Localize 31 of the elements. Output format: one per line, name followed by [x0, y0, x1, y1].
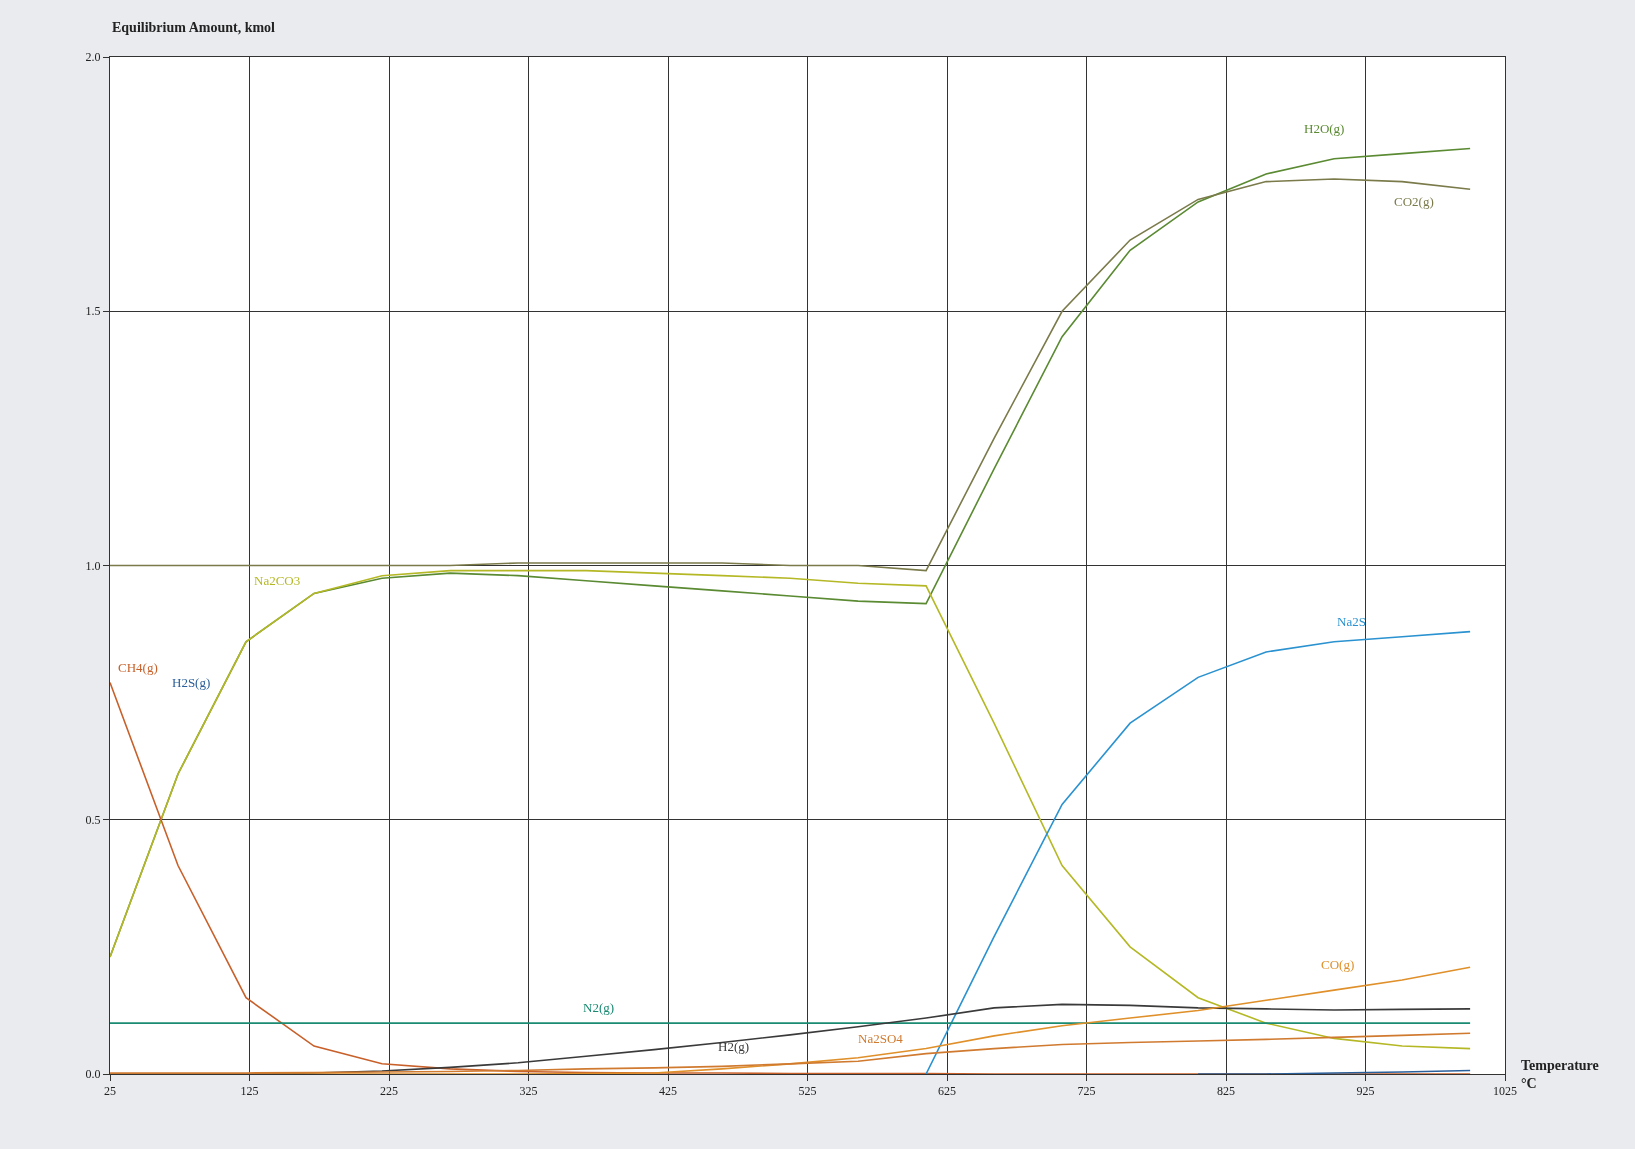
line-series — [925, 630, 1471, 1074]
x-tick-label: 225 — [380, 1084, 398, 1099]
x-tick-label: 125 — [240, 1084, 259, 1099]
x-axis-title: Temperature °C — [1521, 1058, 1599, 1092]
y-tick-label: 0.5 — [85, 812, 101, 827]
y-tick-label: 1.0 — [85, 558, 101, 573]
y-tick-label: 2.0 — [85, 50, 101, 65]
series-label: CO2(g) — [1394, 194, 1434, 209]
series-label: CH4(g) — [118, 660, 158, 675]
y-tick-label: 1.5 — [85, 304, 101, 319]
text: H2S(g) — [172, 675, 211, 690]
series-label: H2O(g) — [1304, 121, 1345, 136]
series-label: Na2CO3 — [254, 573, 301, 588]
series-label: Na2SO4 — [858, 1031, 904, 1046]
x-tick-label: 525 — [798, 1084, 817, 1099]
x-tick-label: 425 — [659, 1084, 677, 1099]
x-tick-label: 625 — [938, 1084, 956, 1099]
line-series — [110, 1032, 1471, 1074]
series-label: H2(g) — [718, 1039, 750, 1054]
x-tick-label: 1025 — [1493, 1084, 1517, 1099]
y-tick-label: 0.0 — [85, 1067, 101, 1082]
x-tick-label: 25 — [104, 1084, 116, 1099]
x-tick-label: 325 — [519, 1084, 538, 1099]
x-tick-label: 725 — [1077, 1084, 1096, 1099]
series-label: CO(g) — [1321, 957, 1355, 972]
series-label: Na2S — [1337, 614, 1366, 629]
line-series — [110, 178, 1471, 572]
x-tick-label: 825 — [1217, 1084, 1235, 1099]
x-tick-label: 925 — [1356, 1084, 1375, 1099]
y-axis-title: Equilibrium Amount, kmol — [112, 20, 276, 35]
series-label: N2(g) — [583, 1000, 615, 1015]
